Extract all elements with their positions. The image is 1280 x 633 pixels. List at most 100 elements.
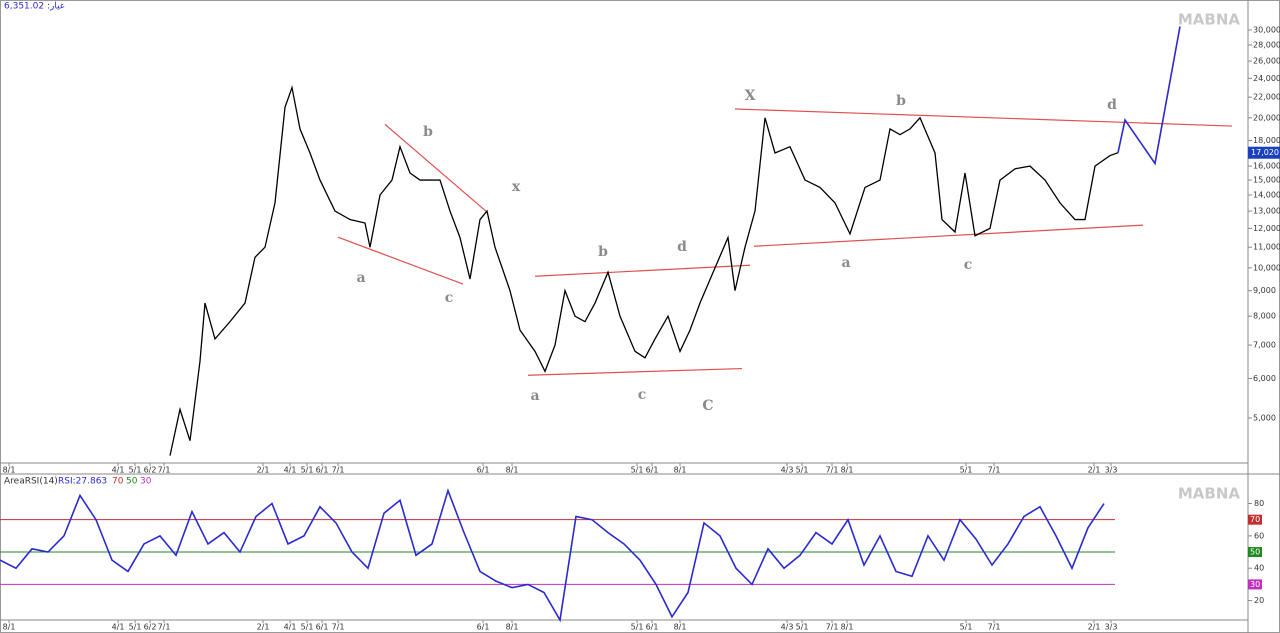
level-legend: 30 — [140, 477, 152, 487]
y-tick-label: 40 — [1254, 564, 1264, 573]
level-label: 50 — [1250, 548, 1260, 557]
x-tick-label: 4/3 — [781, 466, 794, 475]
wave-label: b — [598, 244, 608, 260]
x-tick-label: 5/1 — [960, 466, 973, 475]
y-tick-label: 22,000 — [1253, 93, 1280, 102]
y-tick-label: 15,000 — [1253, 176, 1280, 185]
x-tick-label: 4/3 — [781, 623, 794, 632]
wave-label: a — [356, 270, 365, 286]
x-tick-label: 5/1 — [631, 466, 644, 475]
wave-label: c — [445, 290, 454, 306]
wave-label: c — [638, 387, 647, 403]
x-tick-label: 7/1 — [988, 623, 1001, 632]
x-tick-label: 6/1 — [646, 623, 659, 632]
y-tick-label: 18,000 — [1253, 136, 1280, 145]
x-tick-label: 2/1 — [1088, 623, 1101, 632]
wave-label: c — [964, 257, 973, 273]
level-box — [1248, 547, 1262, 558]
x-tick-label: 6/1 — [477, 623, 490, 632]
x-tick-label: 6/2 — [144, 466, 157, 475]
watermark: MABNA — [1178, 11, 1241, 29]
x-tick-label: 7/1 — [826, 623, 839, 632]
level-box — [1248, 579, 1262, 590]
wave-label: b — [423, 124, 433, 140]
x-tick-label: 8/1 — [674, 466, 687, 475]
y-tick-label: 30,000 — [1253, 26, 1280, 35]
x-tick-label: 5/1 — [631, 623, 644, 632]
y-tick-label: 20,000 — [1253, 113, 1280, 122]
y-tick-label: 11,000 — [1253, 243, 1280, 252]
y-tick-label: 80 — [1254, 499, 1264, 508]
y-tick-label: 9,000 — [1253, 286, 1276, 295]
y-tick-label: 60 — [1254, 531, 1264, 540]
trend-line — [527, 367, 743, 376]
y-tick-label: 24,000 — [1253, 74, 1280, 83]
x-tick-label: 5/1 — [796, 623, 809, 632]
price-title: 6,351.02 :عیار — [4, 2, 65, 12]
x-tick-label: 7/1 — [826, 466, 839, 475]
y-tick-label: 10,000 — [1253, 263, 1280, 272]
wave-label: d — [677, 239, 687, 255]
x-tick-label: 6/1 — [646, 466, 659, 475]
rsi-value: RSI:27.863 — [58, 477, 107, 487]
x-tick-label: 5/1 — [301, 623, 314, 632]
level-legend: 50 — [126, 477, 138, 487]
trend-line — [337, 236, 464, 285]
last-value-box — [1248, 146, 1280, 159]
trend-line — [753, 224, 1144, 247]
price-line — [1117, 26, 1181, 166]
level-label: 30 — [1250, 580, 1260, 589]
level-label: 70 — [1250, 515, 1260, 524]
y-tick-label: 28,000 — [1253, 40, 1280, 49]
x-tick-label: 8/1 — [506, 466, 519, 475]
price-line — [0, 488, 1105, 623]
x-tick-label: 2/1 — [257, 623, 270, 632]
level-legend: 70 — [112, 477, 124, 487]
y-tick-label: 8,000 — [1253, 312, 1276, 321]
rsi-title: AreaRSI(14) — [4, 477, 58, 487]
x-tick-label: 4/1 — [284, 623, 297, 632]
wave-label: C — [702, 398, 713, 414]
x-tick-label: 8/1 — [674, 623, 687, 632]
wave-label: d — [1107, 97, 1117, 113]
x-tick-label: 6/1 — [316, 623, 329, 632]
x-tick-label: 8/1 — [3, 466, 16, 475]
price-line — [169, 85, 1119, 456]
level-box — [1248, 514, 1262, 525]
x-tick-label: 7/1 — [332, 466, 345, 475]
y-tick-label: 13,000 — [1253, 207, 1280, 216]
trend-line — [534, 264, 751, 277]
x-tick-label: 7/1 — [988, 466, 1001, 475]
y-tick-label: 12,000 — [1253, 224, 1280, 233]
x-tick-label: 6/1 — [316, 466, 329, 475]
y-tick-label: 5,000 — [1253, 413, 1276, 422]
y-tick-label: 16,000 — [1253, 162, 1280, 171]
x-tick-label: 8/1 — [841, 623, 854, 632]
x-tick-label: 5/1 — [129, 466, 142, 475]
x-tick-label: 8/1 — [841, 466, 854, 475]
x-tick-label: 5/1 — [796, 466, 809, 475]
wave-label: X — [745, 88, 756, 104]
wave-label: x — [512, 179, 521, 195]
x-tick-label: 4/1 — [112, 466, 125, 475]
x-tick-label: 6/1 — [477, 466, 490, 475]
y-tick-label: 26,000 — [1253, 56, 1280, 65]
x-tick-label: 3/3 — [1105, 623, 1118, 632]
y-tick-label: 14,000 — [1253, 191, 1280, 200]
wave-label: b — [896, 93, 906, 109]
wave-label: a — [530, 388, 539, 404]
x-tick-label: 2/1 — [1088, 466, 1101, 475]
x-tick-label: 7/1 — [332, 623, 345, 632]
x-tick-label: 8/1 — [506, 623, 519, 632]
x-tick-label: 5/1 — [960, 623, 973, 632]
x-tick-label: 4/1 — [112, 623, 125, 632]
trend-line — [734, 108, 1233, 127]
wave-label: a — [841, 255, 850, 271]
y-tick-label: 20 — [1254, 596, 1264, 605]
watermark: MABNA — [1178, 485, 1241, 503]
last-value-label: 17,020 — [1251, 148, 1279, 157]
y-tick-label: 6,000 — [1253, 374, 1276, 383]
x-tick-label: 7/1 — [158, 466, 171, 475]
